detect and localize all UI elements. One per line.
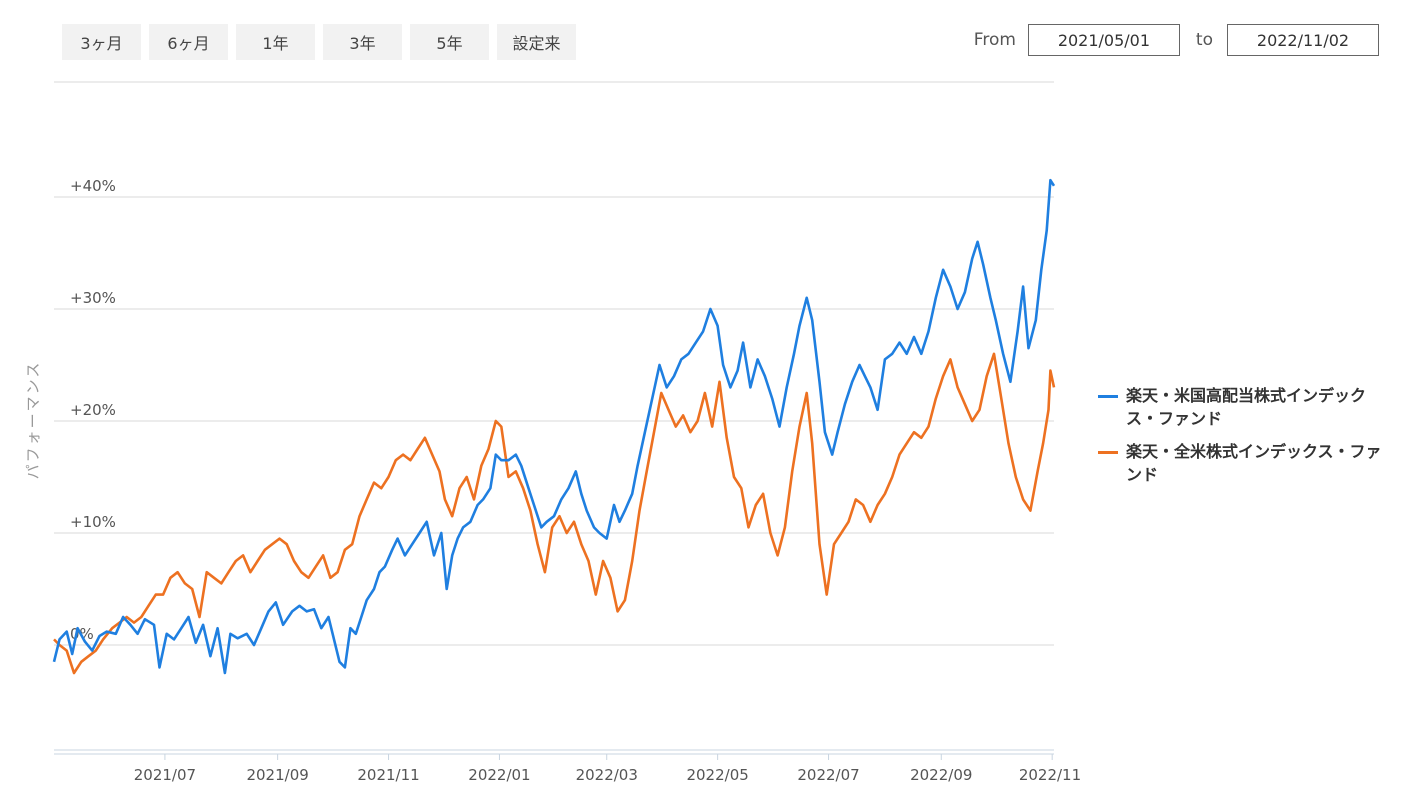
legend-label-high-dividend: 楽天・米国高配当株式インデックス・ファンド	[1126, 386, 1367, 428]
y-tick-label: +10%	[70, 513, 116, 531]
x-tick-label: 2021/11	[357, 766, 419, 784]
legend-item-total-market[interactable]: 楽天・全米株式インデックス・ファンド	[1098, 440, 1388, 486]
x-tick-label: 2021/07	[134, 766, 196, 784]
legend-swatch-total-market	[1098, 451, 1118, 454]
x-tick-label: 2022/07	[797, 766, 859, 784]
x-axis: 2021/07 2021/09 2021/11 2022/01 2022/03 2022/…	[54, 753, 1081, 784]
legend-item-high-dividend[interactable]: 楽天・米国高配当株式インデックス・ファンド	[1098, 384, 1388, 430]
x-tick-label: 2022/03	[576, 766, 638, 784]
range-button-3m[interactable]: 3ヶ月	[62, 24, 141, 60]
x-tick-label: 2022/01	[468, 766, 530, 784]
range-button-group: 3ヶ月 6ヶ月 1年 3年 5年 設定来	[62, 24, 576, 60]
performance-chart: 0%+10%+20%+30%+40% 2021/07 2021/09 2021/11…	[24, 81, 1081, 784]
range-button-5y[interactable]: 5年	[410, 24, 489, 60]
y-tick-label: +40%	[70, 177, 116, 195]
x-tick-label: 2022/05	[686, 766, 748, 784]
to-label: to	[1195, 30, 1213, 50]
from-date-input[interactable]	[1027, 24, 1180, 56]
to-date-input[interactable]	[1227, 24, 1379, 56]
series-line-0	[52, 178, 1056, 675]
series-lines	[52, 178, 1056, 675]
x-tick-label: 2021/09	[246, 766, 308, 784]
range-button-3y[interactable]: 3年	[323, 24, 402, 60]
date-range-controls: From to	[974, 24, 1379, 56]
legend-label-total-market: 楽天・全米株式インデックス・ファンド	[1126, 442, 1382, 484]
range-button-6m[interactable]: 6ヶ月	[149, 24, 228, 60]
chart-legend: 楽天・米国高配当株式インデックス・ファンド 楽天・全米株式インデックス・ファンド	[1098, 384, 1388, 496]
legend-swatch-high-dividend	[1098, 395, 1118, 398]
range-button-since-inception[interactable]: 設定来	[497, 24, 576, 60]
y-tick-label: +20%	[70, 401, 116, 419]
x-tick-label: 2022/11	[1019, 766, 1081, 784]
x-tick-label: 2022/09	[910, 766, 972, 784]
series-line-1	[53, 352, 1056, 675]
from-label: From	[973, 30, 1016, 50]
y-axis-label: パフォーマンス	[24, 361, 42, 480]
range-button-1y[interactable]: 1年	[236, 24, 315, 60]
grid-lines	[54, 81, 1054, 751]
y-tick-label: +30%	[70, 289, 116, 307]
y-axis-ticks: 0%+10%+20%+30%+40%	[70, 177, 116, 643]
